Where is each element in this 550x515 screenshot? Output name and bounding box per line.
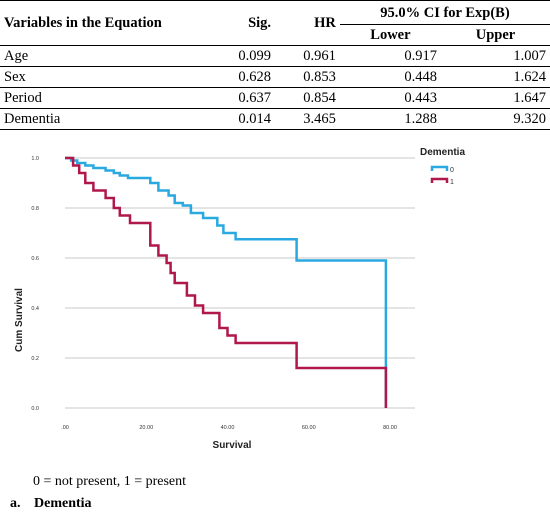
- legend-title: Dementia: [420, 147, 465, 158]
- y-tick-label: 1.0: [31, 156, 39, 162]
- row-lower: 0.443: [339, 87, 441, 109]
- header-lower: Lower: [339, 24, 441, 46]
- survival-curves: [65, 156, 388, 408]
- row-lower: 0.917: [339, 45, 441, 67]
- y-tick-label: 0.4: [31, 306, 39, 312]
- footnote-letter: a.: [10, 496, 21, 511]
- cox-regression-table: Variables in the Equation Sig. HR 95.0% …: [0, 0, 550, 130]
- table-row: Period 0.637 0.854 0.443 1.647: [0, 87, 550, 109]
- legend-note: 0 = not present, 1 = present: [33, 474, 187, 489]
- row-variable: Dementia: [0, 108, 197, 130]
- legend: Dementia 0 1: [420, 147, 465, 186]
- row-variable: Period: [0, 87, 197, 109]
- footnote: a. Dementia: [10, 496, 92, 512]
- y-tick-label: 0.0: [31, 406, 39, 412]
- header-sig: Sig.: [196, 0, 276, 46]
- row-upper: 1.624: [440, 66, 550, 88]
- row-variable: Age: [0, 45, 197, 67]
- row-lower: 1.288: [339, 108, 441, 130]
- table-row: Age 0.099 0.961 0.917 1.007: [0, 45, 550, 67]
- row-upper: 1.647: [440, 87, 550, 109]
- x-tick-label: 80.00: [383, 425, 397, 431]
- row-hr: 0.853: [275, 66, 340, 88]
- row-hr: 3.465: [275, 108, 340, 130]
- y-tick-label: 0.8: [31, 206, 39, 212]
- legend-label-1: 1: [450, 179, 454, 186]
- header-ci: 95.0% CI for Exp(B): [339, 0, 550, 25]
- row-sig: 0.637: [196, 87, 276, 109]
- row-upper: 9.320: [440, 108, 550, 130]
- survival-curve-0: [65, 156, 388, 408]
- row-upper: 1.007: [440, 45, 550, 67]
- x-tick-label: 60.00: [302, 425, 316, 431]
- row-hr: 0.961: [275, 45, 340, 67]
- x-axis-label: Survival: [213, 440, 252, 451]
- row-sig: 0.014: [196, 108, 276, 130]
- legend-label-0: 0: [450, 167, 454, 174]
- row-variable: Sex: [0, 66, 197, 88]
- row-lower: 0.448: [339, 66, 441, 88]
- y-tick-label: 0.2: [31, 356, 39, 362]
- x-tick-label: 40.00: [221, 425, 235, 431]
- row-hr: 0.854: [275, 87, 340, 109]
- axis-ticks: 0.0 0.2 0.4 0.6 0.8 1.0 .00 20.00 40.00 60.00 80.0…: [31, 156, 397, 431]
- km-survival-chart: 0.0 0.2 0.4 0.6 0.8 1.0 .00 20.00 40.00 60.00 80.0…: [14, 147, 465, 451]
- row-sig: 0.099: [196, 45, 276, 67]
- header-upper: Upper: [440, 24, 550, 46]
- footnote-text: Dementia: [34, 496, 92, 511]
- header-variables: Variables in the Equation: [0, 0, 197, 46]
- legend-swatch-1: [430, 177, 449, 183]
- row-sig: 0.628: [196, 66, 276, 88]
- table-row: Dementia 0.014 3.465 1.288 9.320: [0, 108, 550, 130]
- legend-swatch-0: [430, 165, 449, 171]
- x-tick-label: 20.00: [139, 425, 153, 431]
- y-tick-label: 0.6: [31, 256, 39, 262]
- grid-lines: [65, 157, 415, 409]
- x-tick-label: .00: [61, 425, 69, 431]
- y-axis-label: Cum Survival: [14, 288, 25, 352]
- survival-curve-1: [65, 156, 388, 408]
- table-row: Sex 0.628 0.853 0.448 1.624: [0, 66, 550, 88]
- header-hr: HR: [275, 0, 340, 46]
